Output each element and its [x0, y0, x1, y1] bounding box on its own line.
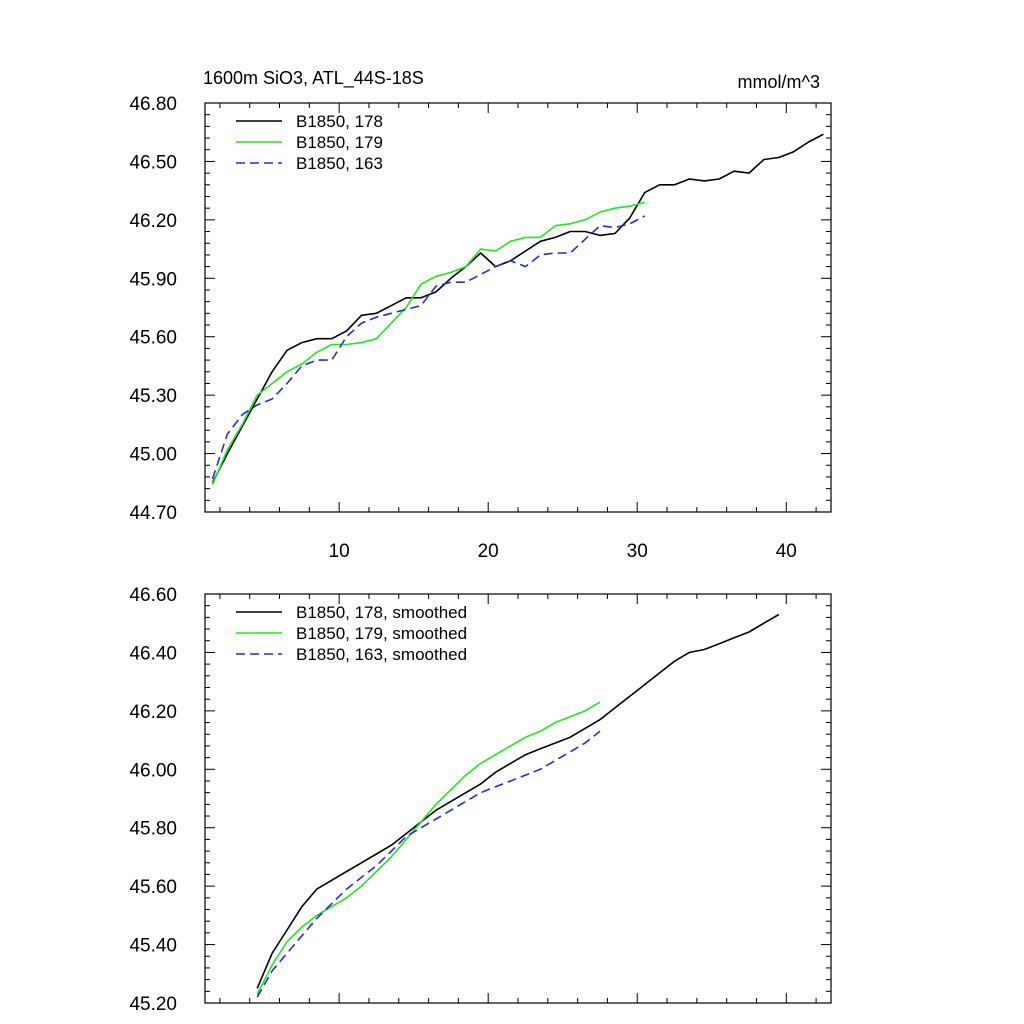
- top-series-line-3: [211, 215, 646, 480]
- top-plot: 44.70 45.00 45.30 45.60 45.90 46.20 46.50 46.80…: [129, 94, 832, 562]
- top-legend-label-2: B1850, 179: [296, 133, 383, 152]
- bottom-series-line-3: [256, 730, 601, 998]
- top-xtick-label: 10: [329, 541, 350, 562]
- bottom-ytick-label: 46.40: [129, 643, 177, 664]
- bottom-plot: 45.20 45.40 45.60 45.80 46.00 46.20 46.40 46.60…: [129, 585, 832, 1015]
- top-ytick-label: 46.50: [129, 152, 177, 173]
- top-ytick-label: 44.70: [129, 503, 177, 524]
- bottom-series-line-1: [256, 613, 780, 989]
- bottom-ytick-label: 46.60: [129, 585, 177, 606]
- top-ytick-label: 45.90: [129, 269, 177, 290]
- top-xtick-label: 40: [776, 541, 797, 562]
- bottom-ytick-label: 45.20: [129, 994, 177, 1015]
- bottom-legend-label-1: B1850, 178, smoothed: [296, 603, 467, 622]
- bottom-ytick-label: 45.60: [129, 877, 177, 898]
- top-chart-title: 1600m SiO3, ATL_44S-18S: [203, 68, 424, 89]
- bottom-legend-label-3: B1850, 163, smoothed: [296, 645, 467, 664]
- top-series-line-2: [211, 201, 645, 486]
- bottom-ytick-label: 46.20: [129, 702, 177, 723]
- top-legend-label-3: B1850, 163: [296, 154, 383, 173]
- top-ytick-label: 46.80: [129, 94, 177, 115]
- bottom-ytick-label: 45.80: [129, 819, 177, 840]
- top-legend-label-1: B1850, 178: [296, 112, 383, 131]
- bottom-ytick-label: 45.40: [129, 936, 177, 957]
- top-series-line-1: [211, 133, 824, 484]
- top-ytick-label: 46.20: [129, 211, 177, 232]
- bottom-ytick-label: 46.00: [129, 760, 177, 781]
- top-xtick-label: 30: [627, 541, 648, 562]
- top-ytick-label: 45.30: [129, 386, 177, 407]
- bottom-series-line-2: [256, 701, 601, 995]
- top-chart-units: mmol/m^3: [738, 72, 820, 92]
- top-ytick-label: 45.00: [129, 445, 177, 466]
- bottom-legend-label-2: B1850, 179, smoothed: [296, 624, 467, 643]
- top-ytick-label: 45.60: [129, 328, 177, 349]
- top-xtick-label: 20: [478, 541, 499, 562]
